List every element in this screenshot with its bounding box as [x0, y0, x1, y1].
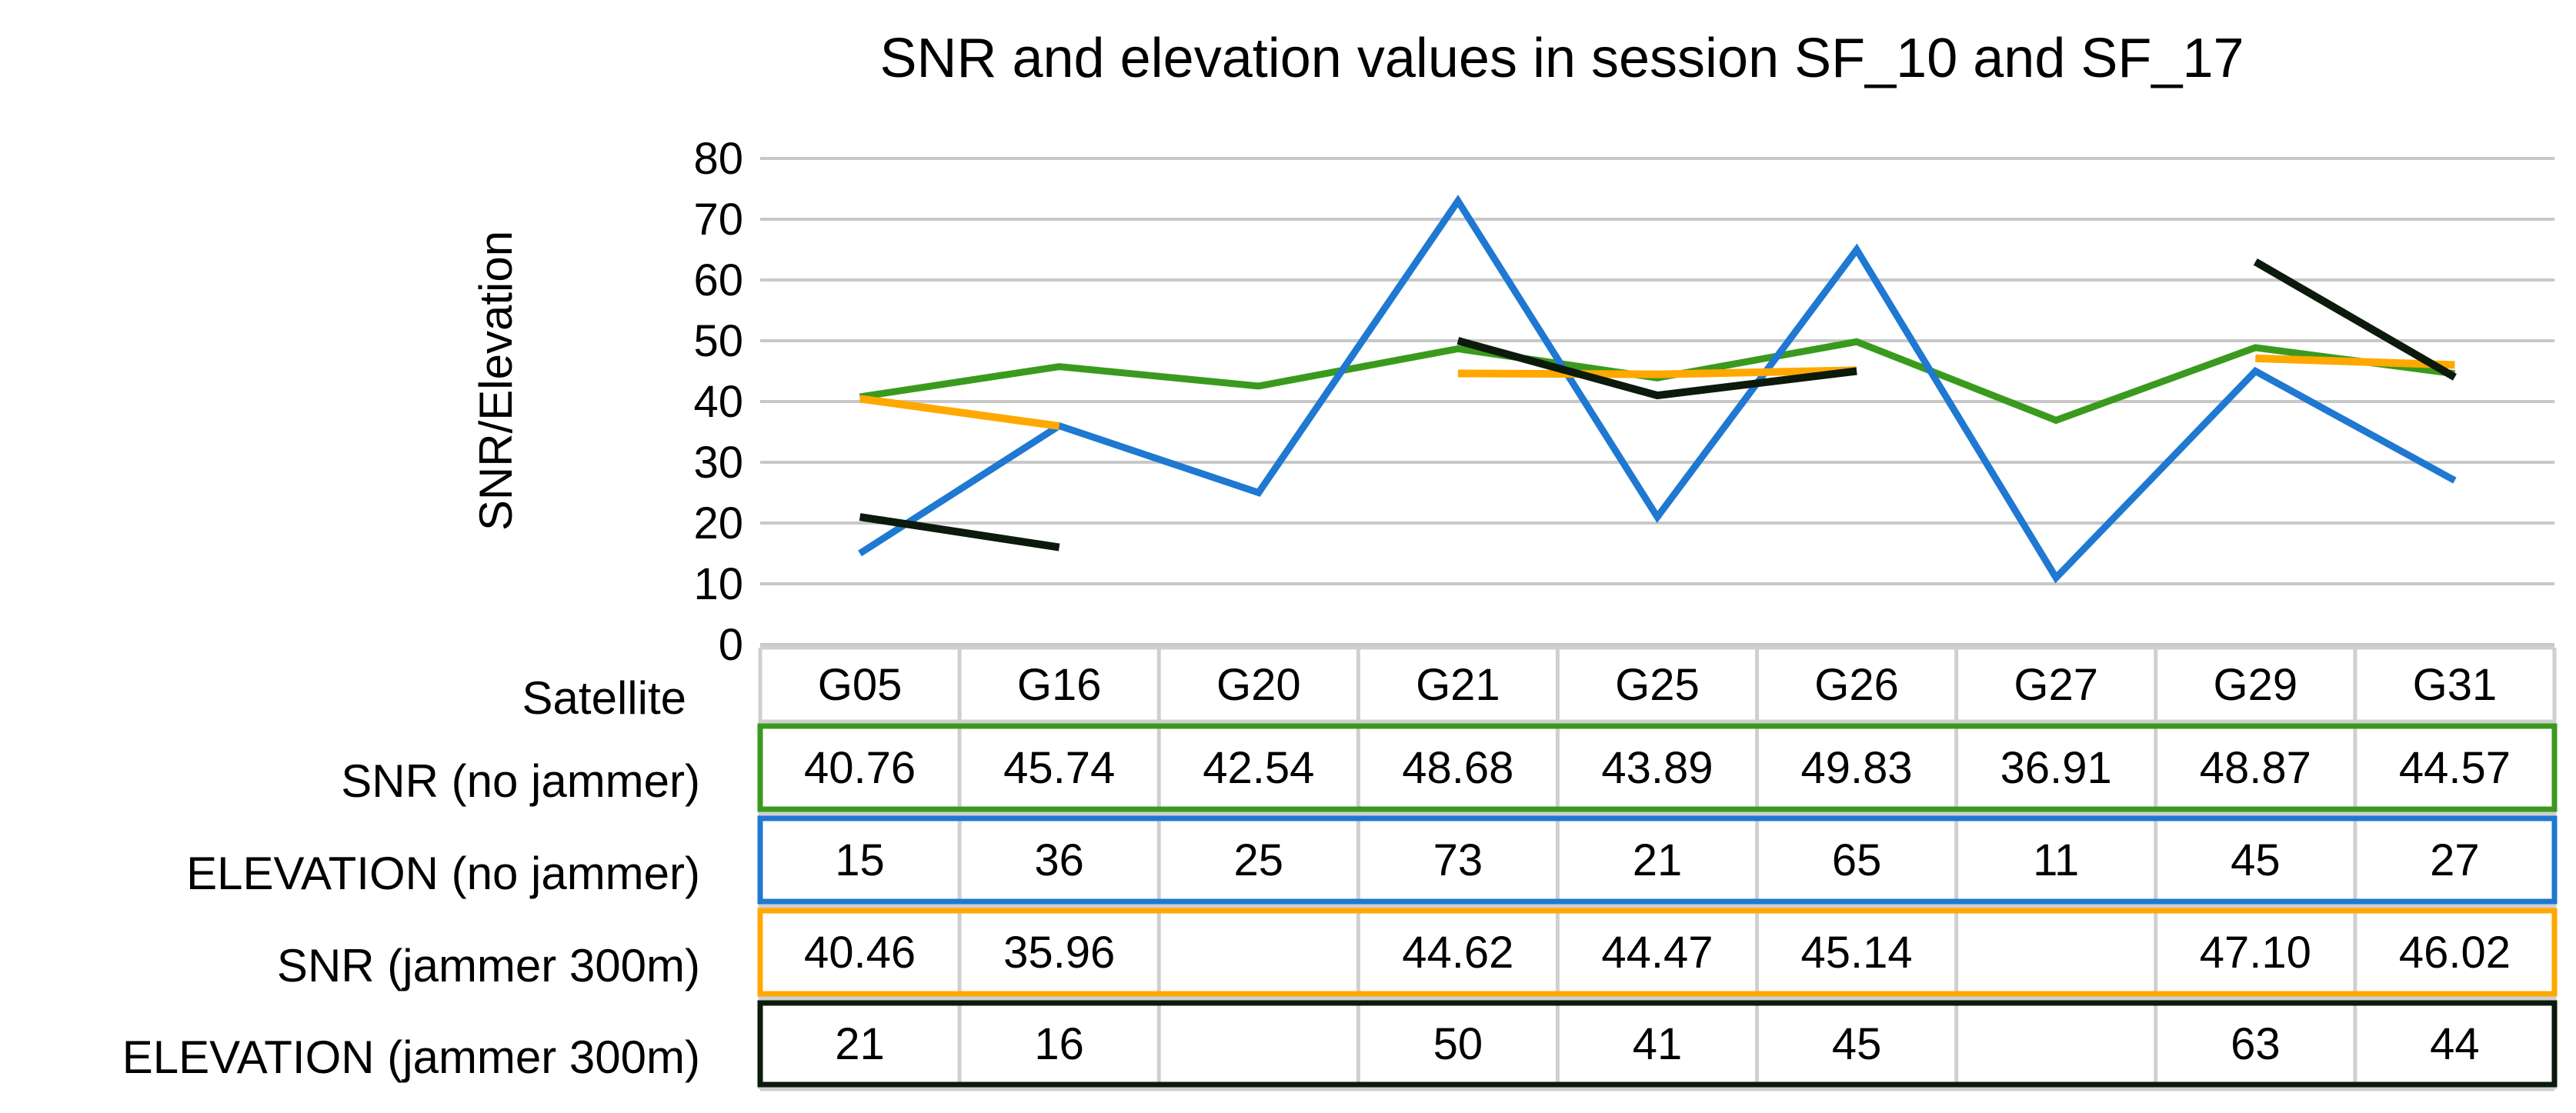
- series-row-label: SNR (no jammer): [341, 755, 700, 807]
- data-label: 36.91: [2000, 743, 2112, 793]
- data-label: 44.57: [2399, 743, 2511, 793]
- table-header-label: Satellite: [522, 672, 686, 724]
- data-label: 44.62: [1402, 928, 1513, 978]
- data-label: 47.10: [2200, 928, 2311, 978]
- data-label: 15: [835, 835, 885, 885]
- data-label: 40.76: [804, 743, 916, 793]
- x-category-label: G20: [1216, 660, 1301, 710]
- data-label: 27: [2430, 835, 2480, 885]
- y-tick-label: 20: [693, 498, 743, 548]
- series-lines: [858, 195, 2457, 584]
- data-label: 73: [1433, 835, 1483, 885]
- series-line-elevation-jammer-300m: [2253, 258, 2457, 381]
- x-category-label: G27: [2014, 660, 2098, 710]
- data-label: 46.02: [2399, 928, 2511, 978]
- x-category-label: G05: [818, 660, 903, 710]
- x-category-label: G16: [1017, 660, 1102, 710]
- y-tick-label: 80: [693, 134, 743, 184]
- data-label: 48.87: [2200, 743, 2311, 793]
- x-category-label: G29: [2214, 660, 2298, 710]
- series-line-snr-jammer-300m: [1457, 366, 1857, 378]
- data-label: 48.68: [1402, 743, 1513, 793]
- series-row-label: ELEVATION (no jammer): [186, 848, 700, 899]
- series-line-snr-jammer-300m: [859, 395, 1060, 430]
- data-label: 65: [1832, 835, 1882, 885]
- x-category-label: G25: [1615, 660, 1700, 710]
- data-label: 21: [1633, 835, 1683, 885]
- data-label: 16: [1034, 1019, 1084, 1069]
- chart-title: SNR and elevation values in session SF_1…: [879, 28, 2244, 89]
- series-row-label: SNR (jammer 300m): [277, 940, 700, 991]
- data-label: 44: [2430, 1019, 2480, 1069]
- data-label: 35.96: [1003, 928, 1115, 978]
- data-label: 41: [1633, 1019, 1683, 1069]
- data-table: Satellite G05 G16 G20 G21 G25 G26 G27 G29 G31 SNR …: [122, 645, 2558, 1091]
- y-tick-label: 30: [693, 438, 743, 488]
- legend-row-border: [757, 1000, 2558, 1088]
- series-line-snr-jammer-300m: [2255, 354, 2455, 369]
- gridlines: [760, 157, 2554, 646]
- y-axis-label: SNR/Elevation: [470, 231, 522, 531]
- y-tick-label: 40: [693, 377, 743, 427]
- data-label: 36: [1034, 835, 1084, 885]
- y-tick-label: 70: [693, 195, 743, 245]
- x-category-label: G21: [1416, 660, 1500, 710]
- y-tick-label: 10: [693, 559, 743, 609]
- data-label: 11: [2033, 835, 2079, 885]
- data-label: 45.74: [1003, 743, 1115, 793]
- y-tick-label: 0: [719, 620, 743, 670]
- data-label: 25: [1234, 835, 1284, 885]
- data-label: 21: [835, 1019, 885, 1069]
- data-label: 49.83: [1801, 743, 1913, 793]
- data-label: 45: [1832, 1019, 1882, 1069]
- series-line-elevation-no-jammer: [858, 195, 2457, 584]
- data-label: 45: [2231, 835, 2281, 885]
- y-tick-label: 50: [693, 316, 743, 366]
- data-label: 63: [2231, 1019, 2281, 1069]
- data-label: 40.46: [804, 928, 916, 978]
- legend-row-border: [757, 723, 2558, 812]
- series-line-elevation-jammer-300m: [1457, 337, 1857, 400]
- data-label: 44.47: [1601, 928, 1713, 978]
- data-label: 50: [1433, 1019, 1483, 1069]
- series-line-elevation-jammer-300m: [859, 513, 1060, 552]
- data-label: 42.54: [1203, 743, 1314, 793]
- data-label: 43.89: [1601, 743, 1713, 793]
- x-category-label: G31: [2413, 660, 2498, 710]
- y-tick-label: 60: [693, 255, 743, 305]
- legend-row-border: [757, 908, 2558, 997]
- x-category-label: G26: [1814, 660, 1899, 710]
- data-label: 45.14: [1801, 928, 1913, 978]
- legend-row-border: [757, 815, 2558, 905]
- y-tick-labels: 0 10 20 30 40 50 60 70 80: [693, 134, 743, 670]
- series-row-label: ELEVATION (jammer 300m): [122, 1031, 700, 1083]
